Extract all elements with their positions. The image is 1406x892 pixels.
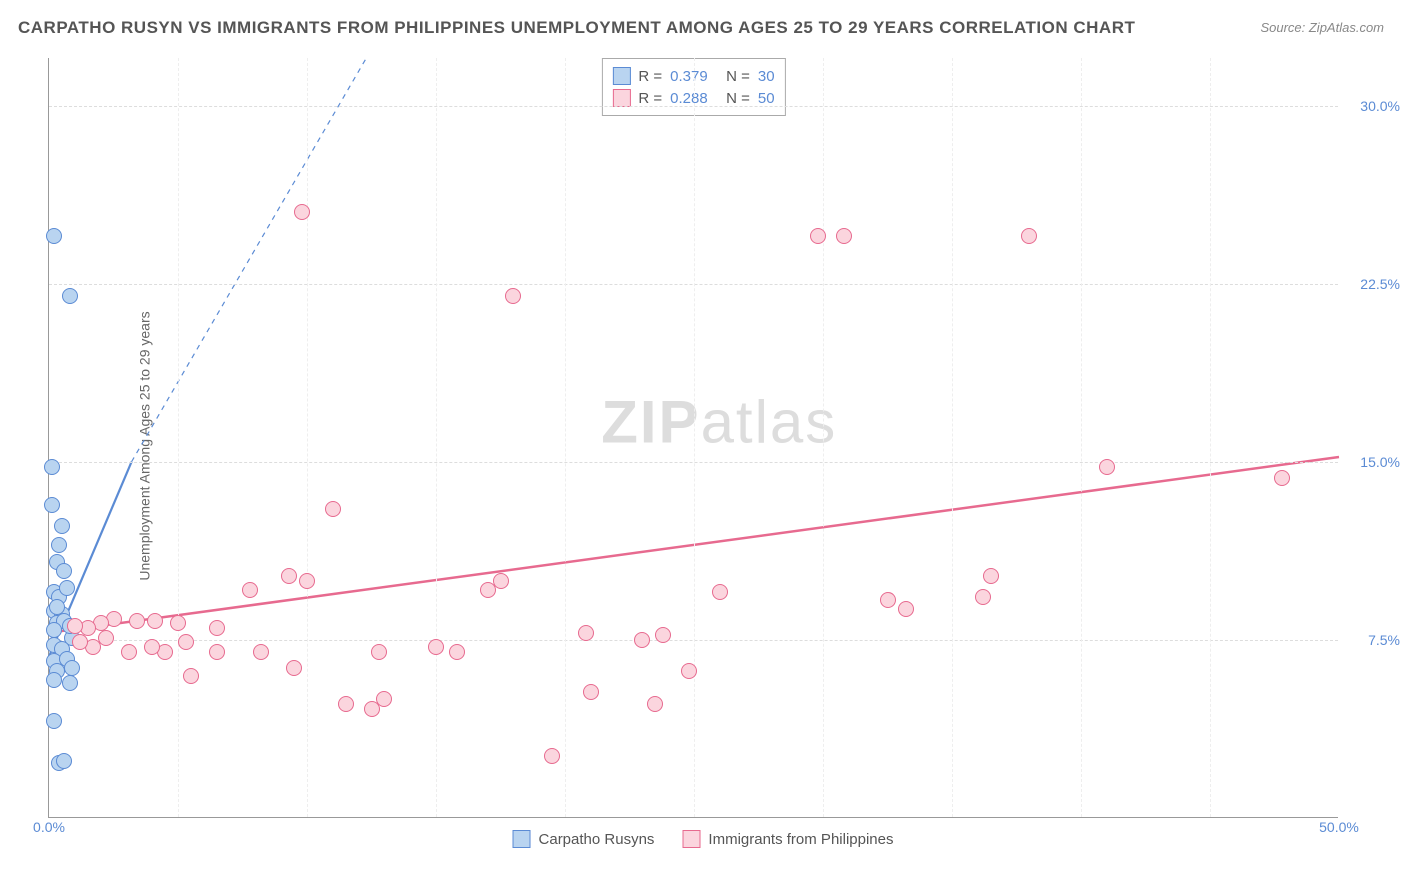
data-point [56, 563, 72, 579]
data-point [634, 632, 650, 648]
data-point [46, 713, 62, 729]
legend-swatch [612, 89, 630, 107]
gridline-v [823, 58, 824, 817]
plot-area: ZIPatlas R =0.379N =30R =0.288N =50 7.5%… [48, 58, 1338, 818]
data-point [655, 627, 671, 643]
data-point [325, 501, 341, 517]
legend-item: Carpatho Rusyns [513, 830, 655, 848]
data-point [253, 644, 269, 660]
chart-title: CARPATHO RUSYN VS IMMIGRANTS FROM PHILIP… [18, 18, 1135, 38]
data-point [62, 288, 78, 304]
y-tick-label: 22.5% [1360, 276, 1400, 292]
data-point [880, 592, 896, 608]
data-point [72, 634, 88, 650]
gridline-v [178, 58, 179, 817]
data-point [51, 537, 67, 553]
gridline-v [1081, 58, 1082, 817]
data-point [898, 601, 914, 617]
data-point [836, 228, 852, 244]
data-point [299, 573, 315, 589]
data-point [59, 580, 75, 596]
data-point [56, 753, 72, 769]
data-point [480, 582, 496, 598]
gridline-v [952, 58, 953, 817]
data-point [183, 668, 199, 684]
legend-swatch [513, 830, 531, 848]
legend-label: Carpatho Rusyns [539, 831, 655, 848]
data-point [1099, 459, 1115, 475]
x-tick-label: 0.0% [33, 819, 65, 835]
legend-item: Immigrants from Philippines [682, 830, 893, 848]
data-point [54, 518, 70, 534]
data-point [67, 618, 83, 634]
data-point [338, 696, 354, 712]
gridline-v [565, 58, 566, 817]
bottom-legend: Carpatho Rusyns Immigrants from Philippin… [513, 830, 894, 848]
gridline-v [694, 58, 695, 817]
data-point [281, 568, 297, 584]
data-point [1274, 470, 1290, 486]
x-tick-label: 50.0% [1319, 819, 1359, 835]
y-tick-label: 30.0% [1360, 98, 1400, 114]
data-point [170, 615, 186, 631]
data-point [147, 613, 163, 629]
data-point [712, 584, 728, 600]
data-point [286, 660, 302, 676]
data-point [505, 288, 521, 304]
legend-swatch [612, 67, 630, 85]
y-tick-label: 15.0% [1360, 454, 1400, 470]
data-point [544, 748, 560, 764]
data-point [62, 675, 78, 691]
data-point [371, 644, 387, 660]
data-point [810, 228, 826, 244]
data-point [49, 599, 65, 615]
data-point [1021, 228, 1037, 244]
data-point [428, 639, 444, 655]
data-point [46, 228, 62, 244]
data-point [121, 644, 137, 660]
data-point [144, 639, 160, 655]
gridline-v [307, 58, 308, 817]
data-point [983, 568, 999, 584]
data-point [44, 497, 60, 513]
data-point [681, 663, 697, 679]
data-point [578, 625, 594, 641]
data-point [209, 644, 225, 660]
data-point [129, 613, 145, 629]
data-point [364, 701, 380, 717]
gridline-v [436, 58, 437, 817]
legend-swatch [682, 830, 700, 848]
legend-label: Immigrants from Philippines [708, 831, 893, 848]
data-point [294, 204, 310, 220]
gridline-v [1210, 58, 1211, 817]
data-point [44, 459, 60, 475]
data-point [46, 672, 62, 688]
y-tick-label: 7.5% [1368, 632, 1400, 648]
data-point [242, 582, 258, 598]
data-point [647, 696, 663, 712]
data-point [178, 634, 194, 650]
data-point [209, 620, 225, 636]
data-point [449, 644, 465, 660]
source-label: Source: ZipAtlas.com [1260, 20, 1384, 35]
data-point [583, 684, 599, 700]
data-point [975, 589, 991, 605]
